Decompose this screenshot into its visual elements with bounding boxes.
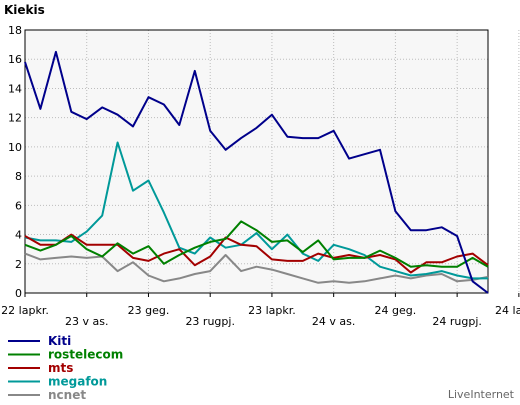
legend-label-ncnet: ncnet: [48, 388, 86, 402]
series-line-rostelecom: [24, 220, 489, 268]
x-axis: 22 lapkr. 23 v as. 23 geg. 23 rugpj. 23 lapk…: [1, 293, 520, 328]
y-tick-label: 6: [15, 199, 22, 212]
y-tick-label: 14: [8, 82, 22, 95]
y-tick-label: 4: [15, 229, 22, 242]
x-tick-label: 24 lapkr.: [495, 304, 520, 317]
legend-label-rostelecom: rostelecom: [48, 348, 123, 362]
y-tick-label: 2: [15, 258, 22, 271]
series-line-megafon: [24, 141, 488, 280]
legend-label-megafon: megafon: [48, 375, 107, 389]
y-tick-label: 0: [15, 287, 22, 300]
y-tick-label: 12: [8, 112, 22, 125]
y-tick-label: 8: [15, 170, 22, 183]
x-tick-label: 23 geg.: [128, 304, 170, 317]
y-tick-label: 10: [8, 141, 22, 154]
series-line-Kiti: [24, 50, 489, 294]
x-tick-label: 23 rugpj.: [185, 315, 235, 328]
legend-label-Kiti: Kiti: [48, 334, 71, 348]
grid: [24, 29, 520, 294]
y-tick-label: 16: [8, 53, 22, 66]
x-tick-label: 23 lapkr.: [248, 304, 296, 317]
plot-area: [24, 29, 489, 294]
x-tick-label: 24 rugpj.: [432, 315, 482, 328]
y-tick-label: 18: [8, 24, 22, 37]
x-tick-label: 24 v as.: [312, 315, 355, 328]
x-tick-label: 24 geg.: [375, 304, 417, 317]
y-axis: 0 2 4 6 8 10 12 14 16 18: [8, 24, 22, 300]
plot-frame: [24, 29, 489, 294]
x-tick-label: 23 v as.: [65, 315, 108, 328]
series-line-mts: [24, 233, 489, 274]
legend-label-mts: mts: [48, 361, 73, 375]
x-tick-label: 22 lapkr.: [1, 304, 49, 317]
plot-background: [25, 30, 488, 293]
brand-label: LiveInternet: [448, 388, 515, 401]
chart-title: Kiekis: [4, 3, 45, 17]
